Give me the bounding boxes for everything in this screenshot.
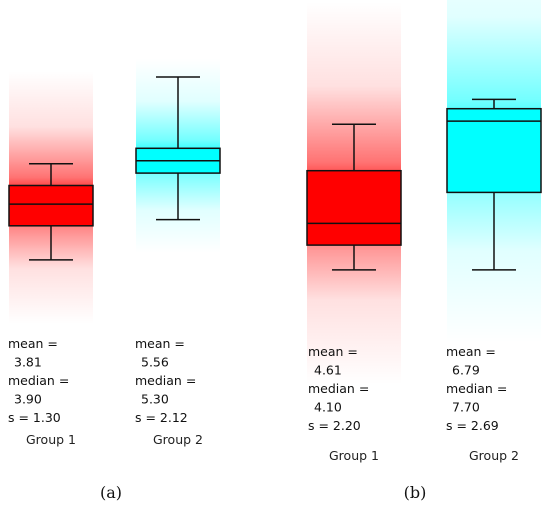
- box-b-group-2: [446, 107, 542, 194]
- box-b-group-1: [306, 169, 402, 246]
- stats-text: mean = 3.81 median = 3.90 s = 1.30 Group 1 mea…: [8, 336, 519, 502]
- panel-label-b: (b): [404, 483, 427, 502]
- box-plots: [8, 76, 542, 271]
- box-a-group-1: [8, 184, 94, 227]
- median-label-b-group-2: median =: [446, 381, 507, 396]
- sd-value-b-group-1: s = 2.20: [308, 418, 361, 433]
- sd-value-a-group-2: s = 2.12: [135, 410, 188, 425]
- mean-value-b-group-2: 6.79: [452, 363, 480, 378]
- mean-label-a-group-1: mean =: [8, 336, 58, 351]
- panel-label-a: (a): [100, 483, 122, 502]
- median-label-a-group-1: median =: [8, 373, 69, 388]
- group-label-b-group-1: Group 1: [329, 448, 379, 463]
- median-value-a-group-2: 5.30: [141, 392, 169, 407]
- mean-label-b-group-1: mean =: [308, 344, 358, 359]
- median-value-b-group-2: 7.70: [452, 400, 480, 415]
- mean-label-a-group-2: mean =: [135, 336, 185, 351]
- mean-value-b-group-1: 4.61: [314, 363, 342, 378]
- mean-value-a-group-2: 5.56: [141, 355, 169, 370]
- mean-label-b-group-2: mean =: [446, 344, 496, 359]
- group-label-a-group-2: Group 2: [153, 432, 203, 447]
- sd-value-a-group-1: s = 1.30: [8, 410, 61, 425]
- median-label-a-group-2: median =: [135, 373, 196, 388]
- median-label-b-group-1: median =: [308, 381, 369, 396]
- mean-value-a-group-1: 3.81: [14, 355, 42, 370]
- group-label-b-group-2: Group 2: [469, 448, 519, 463]
- median-value-a-group-1: 3.90: [14, 392, 42, 407]
- median-value-b-group-1: 4.10: [314, 400, 342, 415]
- group-label-a-group-1: Group 1: [26, 432, 76, 447]
- sd-value-b-group-2: s = 2.69: [446, 418, 499, 433]
